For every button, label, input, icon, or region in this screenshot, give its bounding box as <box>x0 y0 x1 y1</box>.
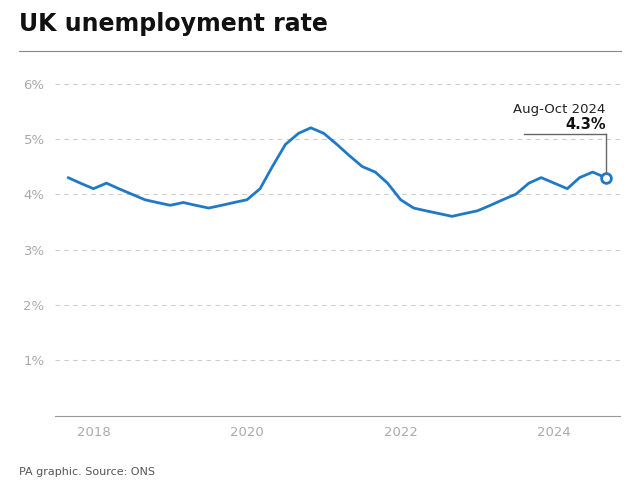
Text: UK unemployment rate: UK unemployment rate <box>19 12 328 36</box>
Text: 4.3%: 4.3% <box>565 117 605 132</box>
Text: Aug-Oct 2024: Aug-Oct 2024 <box>513 103 605 116</box>
Text: PA graphic. Source: ONS: PA graphic. Source: ONS <box>19 467 155 477</box>
